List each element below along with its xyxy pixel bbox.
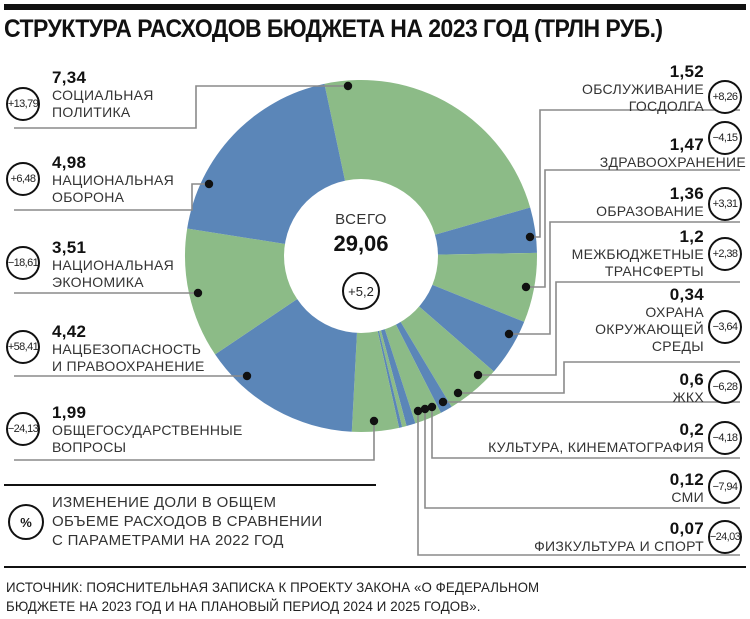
change-badge-social: +13,79 [6, 87, 40, 121]
label-culture: 0,2 КУЛЬТУРА, КИНЕМАТОГРАФИЯ [488, 420, 704, 455]
label-media: 0,12 СМИ [669, 470, 704, 505]
change-badge-security: +58,41 [6, 330, 40, 364]
legend-text: ИЗМЕНЕНИЕ ДОЛИ В ОБЩЕМ ОБЪЕМЕ РАСХОДОВ В… [52, 494, 323, 549]
total-change-badge: +5,2 [342, 272, 380, 310]
change-badge-economy: −18,61 [6, 246, 40, 280]
change-badge-culture: −4,18 [708, 421, 742, 455]
label-economy: 3,51 НАЦИОНАЛЬНАЯ ЭКОНОМИКА [52, 238, 175, 290]
change-badge-defense: +6,48 [6, 162, 40, 196]
label-social-policy: 7,34 СОЦИАЛЬНАЯ ПОЛИТИКА [52, 68, 154, 120]
top-rule [4, 4, 746, 10]
label-housing: 0,6 ЖКХ [672, 370, 704, 405]
label-security: 4,42 НАЦБЕЗОПАСНОСТЬ И ПРАВООХРАНЕНИЕ [52, 322, 205, 374]
change-badge-environment: −3,64 [708, 310, 742, 344]
change-badge-sport: −24,03 [708, 520, 742, 554]
label-environment: 0,34 ОХРАНА ОКРУЖАЮЩЕЙ СРЕДЫ [595, 285, 704, 354]
label-defense: 4,98 НАЦИОНАЛЬНАЯ ОБОРОНА [52, 153, 175, 205]
change-badge-debt: +8,26 [708, 80, 742, 114]
change-badge-health: −4,15 [708, 121, 742, 155]
change-badge-housing: −6,28 [708, 370, 742, 404]
label-debt-service: 1,52 ОБСЛУЖИВАНИЕ ГОСДОЛГА [582, 62, 704, 114]
percent-legend-icon: % [8, 504, 44, 540]
source-rule [4, 566, 746, 568]
leader-lines [14, 85, 740, 556]
total-value: 29,06 [333, 231, 389, 256]
leader-dots [193, 81, 535, 426]
label-education: 1,36 ОБРАЗОВАНИЕ [596, 184, 704, 219]
source-note: ИСТОЧНИК: ПОЯСНИТЕЛЬНАЯ ЗАПИСКА К ПРОЕКТ… [6, 579, 540, 614]
change-badge-transfers: +2,38 [708, 237, 742, 271]
legend-rule [4, 484, 376, 486]
label-transfers: 1,2 МЕЖБЮДЖЕТНЫЕ ТРАНСФЕРТЫ [571, 227, 704, 279]
change-badge-general: −24,13 [6, 412, 40, 446]
chart-title: СТРУКТУРА РАСХОДОВ БЮДЖЕТА НА 2023 ГОД (… [4, 15, 663, 43]
label-general-issues: 1,99 ОБЩЕГОСУДАРСТВЕННЫЕ ВОПРОСЫ [52, 403, 243, 455]
change-badge-education: +3,31 [708, 187, 742, 221]
label-healthcare: 1,47 ЗДРАВООХРАНЕНИЕ [599, 135, 746, 170]
label-sport: 0,07 ФИЗКУЛЬТУРА И СПОРТ [534, 519, 704, 554]
change-badge-media: −7,94 [708, 470, 742, 504]
total-label: ВСЕГО [335, 211, 387, 228]
